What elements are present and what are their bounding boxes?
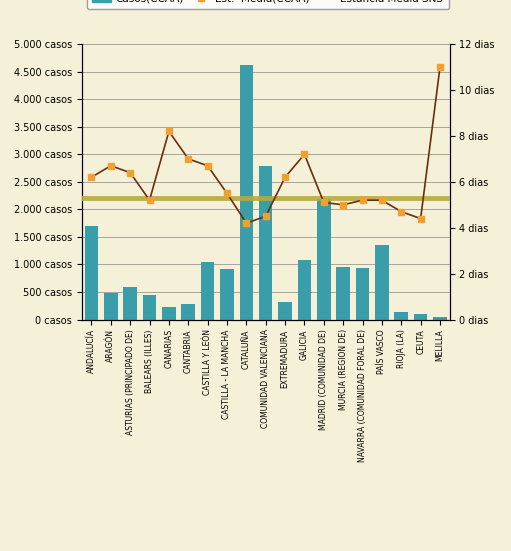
Bar [104,293,118,320]
Bar [356,268,369,320]
Bar [375,245,389,320]
Bar [433,317,447,320]
Bar [394,312,408,320]
Bar [336,267,350,320]
Bar [414,314,427,320]
Bar [240,65,253,320]
Bar [317,199,331,320]
Bar [162,307,176,320]
Bar [181,304,195,320]
Bar [85,226,98,320]
Legend: Casos(CCAA), Est.  Media(CCAA), Estancia Media SNS: Casos(CCAA), Est. Media(CCAA), Estancia … [87,0,449,9]
Bar [143,295,156,320]
Bar [220,269,234,320]
Bar [201,262,215,320]
Bar [298,260,311,320]
Bar [278,302,292,320]
Bar [123,287,137,320]
Bar [259,166,272,320]
